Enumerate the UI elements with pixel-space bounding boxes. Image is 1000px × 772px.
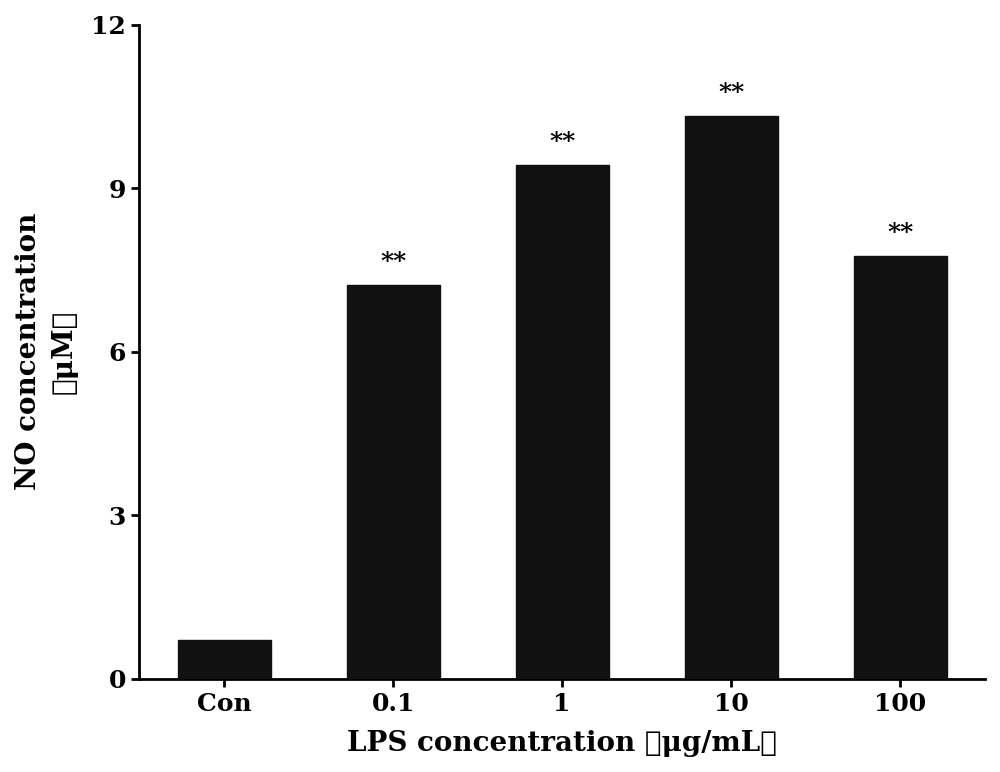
Bar	[685, 116, 778, 679]
Bar	[347, 285, 440, 679]
Bar	[178, 640, 271, 679]
Bar	[516, 165, 609, 679]
Text: **: **	[887, 222, 913, 245]
Text: **: **	[718, 81, 744, 105]
Y-axis label: NO concentration
（μM）: NO concentration （μM）	[15, 213, 77, 490]
Text: **: **	[549, 130, 575, 154]
X-axis label: LPS concentration （μg/mL）: LPS concentration （μg/mL）	[347, 730, 777, 757]
Text: **: **	[380, 250, 406, 274]
Bar	[854, 256, 947, 679]
